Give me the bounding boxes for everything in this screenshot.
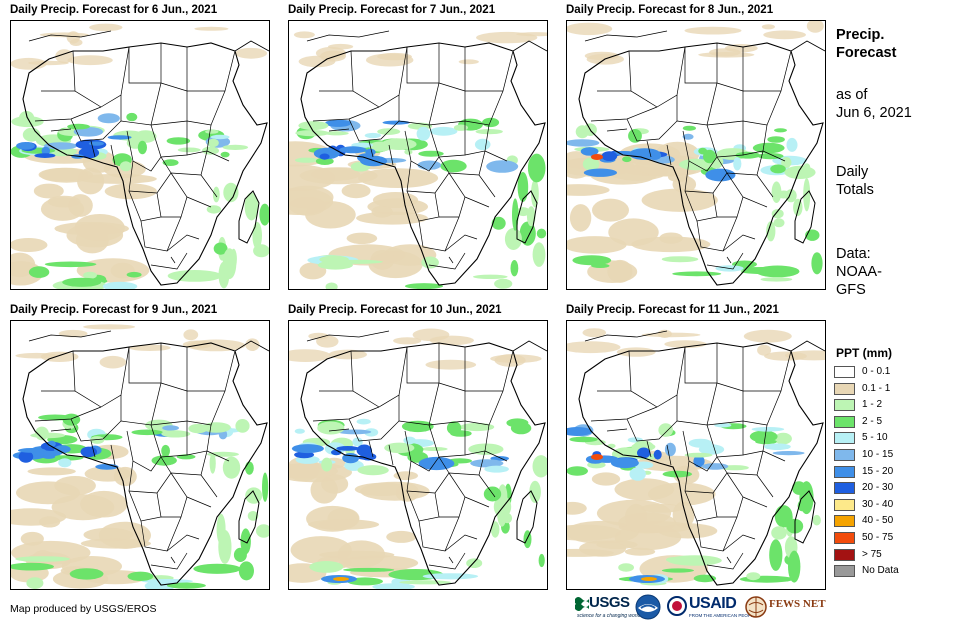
legend-label: 0 - 0.1	[862, 366, 891, 377]
legend-item: 10 - 15	[834, 449, 934, 464]
forecast-panel-1: Daily Precip. Forecast for 6 Jun., 2021	[10, 4, 270, 290]
data-source-line: NOAA-	[836, 264, 882, 280]
legend-swatch	[834, 465, 855, 478]
fews-wordmark: FEWS NET	[769, 598, 826, 610]
africa-map	[567, 21, 825, 289]
legend-title: PPT (mm)	[836, 346, 893, 360]
legend-item: 0 - 0.1	[834, 366, 934, 381]
panel-title: Daily Precip. Forecast for 11 Jun., 2021	[566, 304, 779, 316]
forecast-panel-6: Daily Precip. Forecast for 11 Jun., 2021	[566, 304, 826, 590]
as-of-value: Jun 6, 2021	[836, 105, 912, 121]
legend-swatch	[834, 482, 855, 495]
africa-map	[11, 21, 269, 289]
forecast-panel-3: Daily Precip. Forecast for 8 Jun., 2021	[566, 4, 826, 290]
legend-label: 20 - 30	[862, 482, 894, 494]
totals-note: Daily Totals	[836, 163, 874, 199]
precip-map	[566, 320, 826, 590]
legend-item: 15 - 20	[834, 465, 934, 481]
africa-map	[289, 321, 547, 589]
legend-label: 2 - 5	[862, 415, 883, 427]
fews-globe-icon	[745, 596, 767, 618]
precip-map	[10, 320, 270, 590]
legend-item: 2 - 5	[834, 415, 934, 431]
legend-label: > 75	[862, 548, 882, 560]
as-of-date: as of Jun 6, 2021	[836, 86, 912, 122]
legend-label: 40 - 50	[862, 515, 894, 527]
legend-item: > 75	[834, 548, 934, 564]
usaid-wordmark: USAID	[689, 595, 737, 612]
legend-swatch	[834, 532, 855, 544]
data-source-line: GFS	[836, 282, 866, 298]
legend-label: 15 - 20	[862, 465, 894, 477]
legend-item: 1 - 2	[834, 399, 934, 414]
legend-swatch	[834, 432, 855, 445]
legend-item: 5 - 10	[834, 432, 934, 447]
forecast-panel-5: Daily Precip. Forecast for 10 Jun., 2021	[288, 304, 548, 590]
data-source: Data: NOAA- GFS	[836, 245, 882, 299]
totals-line: Daily	[836, 164, 869, 180]
noaa-logo	[635, 592, 665, 622]
totals-line: Totals	[836, 182, 874, 198]
legend-item: 20 - 30	[834, 482, 934, 497]
sidebar-title: Precip. Forecast	[836, 26, 896, 62]
legend-swatch	[834, 415, 855, 428]
usgs-wordmark: USGS	[589, 594, 630, 611]
precip-map	[288, 20, 548, 290]
legend-item: No Data	[834, 565, 934, 580]
panel-title: Daily Precip. Forecast for 6 Jun., 2021	[10, 4, 218, 16]
usgs-wave-icon	[575, 597, 589, 611]
legend-swatch	[834, 515, 855, 528]
panel-title: Daily Precip. Forecast for 9 Jun., 2021	[10, 304, 218, 316]
fews-net-logo: FEWS NET	[745, 592, 827, 622]
legend-swatch	[834, 382, 855, 395]
africa-map	[289, 21, 547, 289]
legend-swatch	[834, 565, 855, 578]
legend-item: 0.1 - 1	[834, 382, 934, 398]
africa-map	[11, 321, 269, 589]
legend-label: 30 - 40	[862, 498, 894, 510]
precip-map	[10, 20, 270, 290]
legend-swatch	[834, 366, 855, 378]
panel-title: Daily Precip. Forecast for 10 Jun., 2021	[288, 304, 502, 316]
panel-title: Daily Precip. Forecast for 8 Jun., 2021	[566, 4, 774, 16]
legend-label: 5 - 10	[862, 432, 888, 444]
legend-item: 50 - 75	[834, 532, 934, 547]
forecast-panel-2: Daily Precip. Forecast for 7 Jun., 2021	[288, 4, 548, 290]
legend-label: 1 - 2	[862, 399, 883, 411]
legend-label: 10 - 15	[862, 449, 894, 460]
usaid-logo: USAID FROM THE AMERICAN PEOPLE	[667, 592, 756, 622]
legend-swatch	[834, 449, 855, 461]
panel-title: Daily Precip. Forecast for 7 Jun., 2021	[288, 4, 496, 16]
usaid-seal-icon	[667, 596, 687, 616]
sidebar-title-line: Precip.	[836, 27, 885, 43]
legend-item: 40 - 50	[834, 515, 934, 530]
map-credit: Map produced by USGS/EROS	[10, 603, 157, 615]
usgs-tagline: science for a changing world	[577, 613, 641, 619]
legend-swatch	[834, 399, 855, 412]
usgs-logo: USGS science for a changing world	[575, 592, 661, 622]
legend-label: 50 - 75	[862, 532, 894, 543]
legend-swatch	[834, 548, 855, 561]
africa-map	[567, 321, 825, 589]
legend-label: No Data	[862, 565, 899, 577]
as-of-label: as of	[836, 87, 868, 103]
legend-label: 0.1 - 1	[862, 382, 891, 394]
precip-map	[288, 320, 548, 590]
noaa-seal-icon	[635, 594, 661, 620]
precip-map	[566, 20, 826, 290]
usaid-tagline: FROM THE AMERICAN PEOPLE	[689, 613, 757, 618]
sidebar-title-line: Forecast	[836, 45, 897, 61]
data-source-line: Data:	[836, 246, 871, 262]
legend-item: 30 - 40	[834, 498, 934, 514]
legend-swatch	[834, 498, 855, 511]
forecast-panel-4: Daily Precip. Forecast for 9 Jun., 2021	[10, 304, 270, 590]
